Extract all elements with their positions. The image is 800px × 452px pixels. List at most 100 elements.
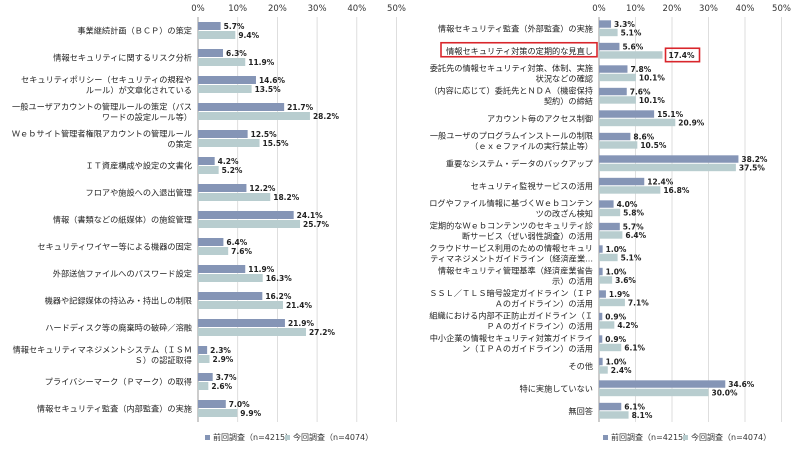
value-label: 24.1%	[297, 211, 324, 220]
value-label: 37.5%	[739, 163, 766, 172]
bar-previous-survey	[198, 184, 247, 192]
category-label: ワードの設定ルール等）	[102, 112, 192, 122]
value-label: 17.4%	[669, 51, 696, 60]
category-label: ＰＡのガイドライン）の活用	[487, 321, 593, 331]
category-label: ＩＴ資産構成や設定の文書化	[86, 161, 192, 171]
bar-previous-survey	[198, 130, 248, 138]
legend-label: 今回調査（n=4074）	[293, 432, 373, 442]
category-label: アカウント毎のアクセス制御	[487, 113, 593, 123]
value-label: 7.0%	[229, 400, 250, 409]
value-label: 28.2%	[313, 112, 340, 121]
category-label: セキュリティワイヤー等による機器の固定	[37, 242, 192, 252]
category-label: ログやファイル情報に基づくＷｅｂコンテン	[429, 198, 593, 208]
value-label: 12.4%	[647, 177, 674, 186]
bar-previous-survey	[599, 245, 603, 253]
category-label: 断サービス（ぜい弱性調査）の活用	[462, 231, 593, 241]
value-label: 2.6%	[211, 382, 232, 391]
value-label: 12.2%	[249, 184, 276, 193]
bar-previous-survey	[599, 357, 603, 366]
category-label: ン（ＩＰＡのガイドライン）の活用	[462, 344, 593, 354]
category-label: ＳＳＬ／ＴＬＳ暗号設定ガイドライン（ＩＰ	[429, 288, 593, 298]
bar-previous-survey	[198, 22, 221, 30]
category-label: （ｅｘｅファイルの実行禁止等）	[470, 141, 593, 151]
bar-previous-survey	[599, 132, 631, 141]
value-label: 6.1%	[624, 343, 645, 352]
bar-current-survey	[599, 118, 676, 127]
value-label: 4.0%	[617, 200, 638, 209]
category-label: 特に実施していない	[520, 383, 593, 393]
bar-current-survey	[599, 96, 636, 104]
bar-previous-survey	[198, 292, 263, 300]
category-label: クラウドサービス利用のための情報セキュリ	[429, 243, 593, 253]
category-label: ティマネジメントガイドライン（経済産業...	[430, 254, 593, 264]
category-label: 重要なシステム・データのバックアップ	[446, 158, 594, 168]
bar-current-survey	[599, 186, 661, 194]
value-label: 8.1%	[632, 411, 653, 420]
x-tick-label: 30%	[308, 4, 327, 14]
bar-previous-survey	[599, 222, 620, 231]
bar-current-survey	[599, 231, 623, 239]
bar-current-survey	[599, 366, 608, 374]
value-label: 1.0%	[606, 245, 627, 254]
category-label: 情報セキュリティ監査（内部監査）の実施	[37, 404, 192, 414]
bar-current-survey	[198, 355, 210, 363]
legend-label: 前回調査（n=4215）	[213, 432, 293, 442]
value-label: 7.6%	[630, 87, 651, 96]
value-label: 1.9%	[609, 290, 630, 299]
category-label: セキュリティ監視サービスの活用	[471, 181, 593, 191]
value-label: 15.5%	[263, 139, 290, 148]
value-label: 16.2%	[265, 292, 292, 301]
highlight-box-label	[440, 41, 598, 58]
category-label: 契約）の締結	[544, 96, 593, 106]
bar-current-survey	[198, 382, 209, 390]
bar-previous-survey	[599, 65, 628, 73]
x-tick-label: 20%	[663, 4, 682, 14]
value-label: 21.4%	[286, 301, 313, 310]
bar-previous-survey	[198, 373, 213, 381]
value-label: 6.4%	[625, 231, 646, 240]
bar-previous-survey	[599, 200, 614, 208]
bar-current-survey	[599, 208, 621, 217]
value-label: 6.1%	[624, 402, 645, 411]
category-label: 情報セキュリティ監査（外部監査）の実施	[438, 23, 593, 33]
value-label: 9.9%	[240, 409, 261, 418]
category-label: 委託先の情報セキュリティ対策、体制、実施	[430, 63, 593, 73]
value-label: 16.3%	[266, 274, 293, 283]
bar-previous-survey	[198, 238, 224, 246]
value-label: 16.8%	[663, 186, 690, 195]
bar-current-survey	[599, 411, 629, 419]
x-tick-label: 40%	[736, 4, 755, 14]
bar-previous-survey	[599, 312, 603, 321]
bar-current-survey	[198, 58, 246, 66]
value-label: 5.6%	[622, 42, 643, 51]
bar-current-survey	[198, 409, 238, 417]
category-label: フロアや施設への入退出管理	[86, 188, 192, 198]
category-label: 情報（書類などの紙媒体）の施錠管理	[53, 215, 192, 225]
category-label: ルール）が文章化されている	[86, 85, 192, 95]
bar-previous-survey	[198, 211, 294, 219]
bar-previous-survey	[599, 42, 620, 51]
bar-previous-survey	[599, 267, 603, 276]
category-label: 一般ユーザのプログラムインストールの制限	[430, 131, 593, 141]
value-label: 30.0%	[712, 388, 739, 397]
value-label: 2.4%	[611, 366, 632, 375]
bar-previous-survey	[599, 380, 726, 388]
category-label: プライバシーマーク（Ｐマーク）の取得	[45, 377, 192, 387]
bar-current-survey	[198, 139, 260, 147]
x-tick-label: 10%	[626, 4, 645, 14]
bar-current-survey	[198, 193, 271, 201]
value-label: 12.5%	[251, 130, 278, 139]
legend-swatch	[683, 435, 688, 440]
bar-current-survey	[599, 141, 638, 149]
bar-previous-survey	[599, 402, 622, 411]
bar-previous-survey	[198, 49, 224, 57]
category-label: の策定	[167, 139, 192, 149]
x-tick-label: 50%	[772, 4, 791, 14]
value-label: 0.9%	[605, 312, 626, 321]
category-label: 情報セキュリティ管理基準（経済産業省告	[438, 266, 593, 276]
bar-current-survey	[198, 328, 306, 336]
category-label: 無回答	[568, 406, 593, 416]
bar-current-survey	[198, 85, 252, 93]
value-label: 3.3%	[614, 20, 635, 29]
category-label: その他	[568, 361, 593, 371]
